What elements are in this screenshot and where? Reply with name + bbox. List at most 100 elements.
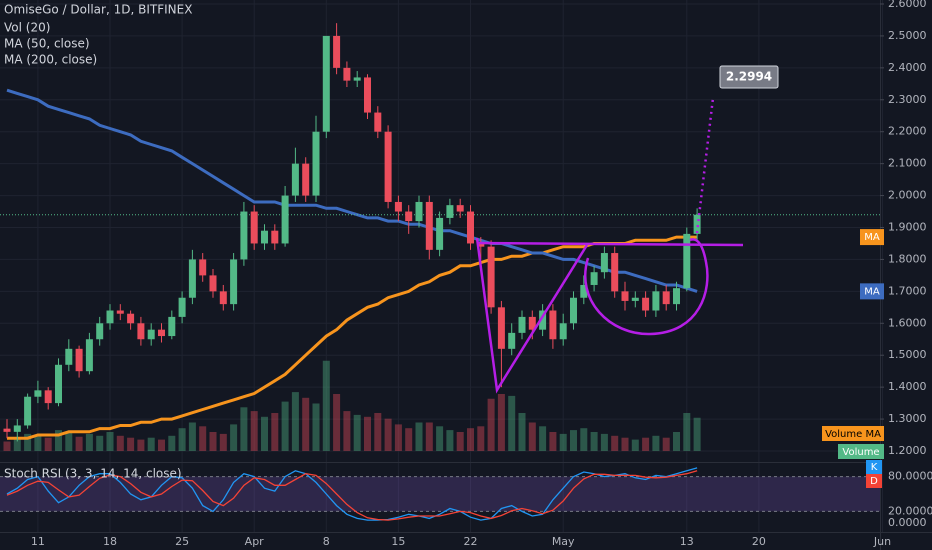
candle-body (621, 291, 629, 301)
volume-bar (250, 411, 258, 451)
volume-bar (518, 413, 526, 451)
candle-body (55, 364, 62, 404)
volume-bar (96, 435, 104, 451)
candle-body (322, 35, 330, 132)
volume-bar (456, 432, 464, 451)
candle-body (384, 131, 392, 202)
volume-bar (240, 407, 248, 451)
candle-body (106, 310, 114, 324)
axis-separator (880, 0, 881, 550)
volume-bar (590, 432, 598, 451)
y-tick-label: 2.4000 (888, 61, 927, 74)
y-tick-label: 2.1000 (888, 157, 927, 170)
candle-body (508, 332, 516, 349)
volume-bar (364, 416, 371, 451)
stoch-line (6, 470, 698, 521)
volume-bar (642, 437, 650, 451)
candle-body (497, 307, 505, 349)
volume-bar (271, 413, 279, 451)
volume-bar (394, 424, 402, 451)
volume-bar (673, 432, 680, 451)
volume-bar (3, 441, 11, 451)
volume-bar (75, 436, 83, 451)
volume-bar (683, 413, 691, 451)
candle-body (652, 291, 660, 311)
candle-body (631, 297, 639, 301)
y-tick-label: 2.3000 (888, 93, 927, 106)
volume-bar (528, 422, 536, 451)
candle-body (199, 259, 207, 276)
volume-bar (436, 426, 444, 451)
volume-bar (85, 433, 93, 451)
volume-bar (137, 439, 145, 451)
chart-title: OmiseGo / Dollar, 1D, BITFINEX (4, 3, 192, 17)
indicator-label: Vol (20) (4, 21, 50, 35)
candle-body (487, 246, 495, 308)
candle-body (353, 77, 361, 81)
candle-body (44, 390, 52, 404)
target-label: 2.2994 (726, 70, 772, 84)
y-tick-label: 1.3000 (888, 412, 927, 425)
x-tick-label: 8 (323, 535, 330, 548)
y-tick-label: 1.2000 (888, 444, 927, 457)
candle-body (188, 259, 196, 298)
volume-bar (405, 428, 413, 451)
candle-body (539, 310, 547, 330)
candle-body (343, 67, 351, 81)
candle-body (230, 259, 238, 305)
volume-bar (580, 428, 588, 451)
candle-body (209, 275, 217, 292)
volume-bar (209, 432, 217, 451)
volume-bar (477, 426, 485, 451)
volume-bar (116, 435, 124, 451)
volume-bar (384, 418, 392, 451)
candle-body (168, 316, 176, 337)
volume-bar (127, 437, 135, 451)
candle-body (446, 205, 454, 218)
stoch-badge-label: K (871, 462, 878, 473)
candle-body (559, 323, 567, 340)
ma-badge-label: MA (864, 286, 880, 297)
candle-body (580, 284, 588, 298)
volume-bar (158, 439, 165, 451)
indicator-label: MA (50, close) (4, 37, 90, 51)
volume-bar (261, 416, 268, 451)
candle-body (467, 211, 474, 244)
y-tick-label: 2.0000 (888, 189, 927, 202)
pattern-drawing (475, 97, 744, 394)
candle-body (549, 310, 557, 340)
y-tick-label: 1.6000 (888, 316, 927, 329)
x-tick-label: May (552, 535, 575, 548)
volume-bar (281, 401, 289, 451)
volume-bar (374, 413, 382, 451)
x-tick-label: Apr (245, 535, 265, 548)
volume-bar (312, 403, 320, 451)
y-tick-label: 2.2000 (888, 125, 927, 138)
candle-body (425, 201, 433, 250)
ma-badge (860, 229, 884, 246)
volume-bar (353, 414, 361, 451)
candle-body (693, 214, 701, 234)
candle-body (158, 329, 165, 337)
stoch-tick-label: 80.0000 (888, 470, 932, 483)
candle-body (34, 390, 42, 397)
volume-bar (188, 422, 196, 451)
y-tick-label: 1.5000 (888, 348, 927, 361)
x-tick-label: 11 (31, 535, 45, 548)
volume-bar (549, 432, 557, 451)
candle-body (673, 288, 680, 305)
time-axis-line (0, 532, 932, 533)
candle-body (291, 163, 299, 196)
stoch-badge-label: D (870, 476, 878, 487)
volume-bar (13, 439, 21, 451)
volume-bar (446, 430, 454, 451)
volume-bar (34, 435, 42, 451)
stoch-line (6, 467, 698, 521)
candle-body (374, 112, 382, 132)
volume-bar (219, 433, 227, 451)
candle-body (24, 396, 32, 426)
candle-body (662, 291, 670, 305)
pane-separator (0, 462, 880, 463)
